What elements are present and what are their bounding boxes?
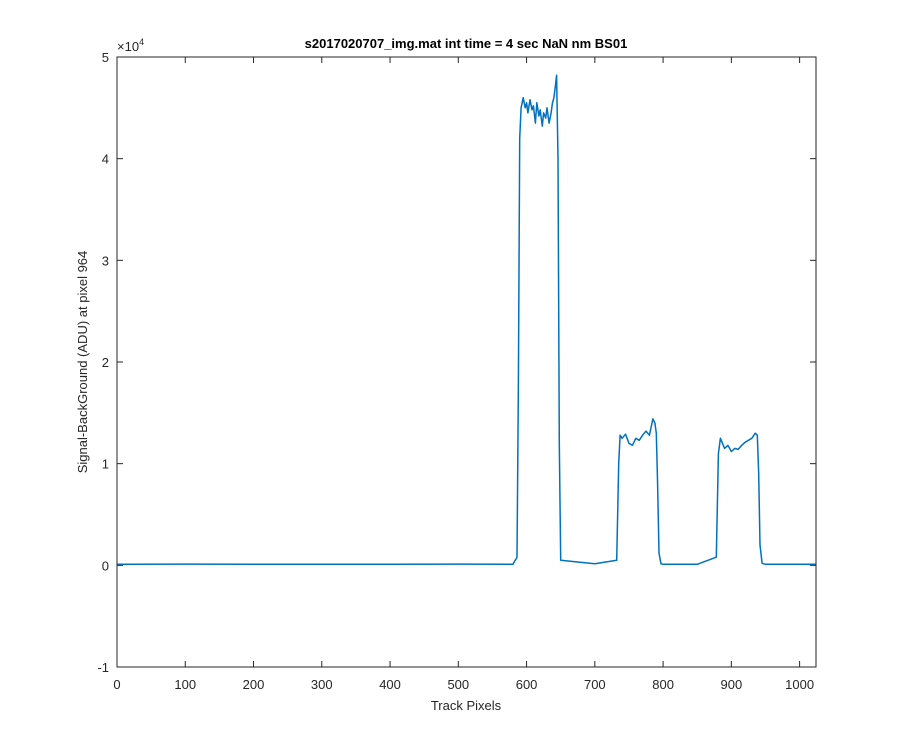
x-tick-label: 900 (721, 677, 743, 692)
x-tick-label: 600 (516, 677, 538, 692)
chart-title: s2017020707_img.mat int time = 4 sec NaN… (305, 36, 628, 51)
x-tick-label: 500 (447, 677, 469, 692)
x-tick-label: 300 (311, 677, 333, 692)
y-tick-label: -1 (97, 660, 109, 675)
x-tick-label: 1000 (785, 677, 814, 692)
x-axis-label: Track Pixels (431, 698, 502, 713)
y-tick-label: 5 (102, 50, 109, 65)
y-exponent-power: 4 (139, 37, 144, 47)
x-tick-label: 100 (174, 677, 196, 692)
series-line (116, 74, 816, 566)
y-tick-label: 2 (102, 355, 109, 370)
y-exponent-label: ×104 (117, 37, 144, 54)
x-tick-label: 400 (379, 677, 401, 692)
y-tick-label: 4 (102, 152, 109, 167)
y-tick-labels: -1 0 1 2 3 4 5 (97, 50, 109, 675)
plot-frame (116, 56, 817, 668)
x-tick-labels: 0 100 200 300 400 500 600 700 800 900 1000 (113, 677, 814, 692)
y-tick-label: 0 (102, 558, 109, 573)
x-tick-label: 700 (584, 677, 606, 692)
y-exponent-base: ×10 (117, 39, 139, 54)
x-tick-label: 0 (113, 677, 120, 692)
plot-area (117, 57, 816, 667)
y-axis-label: Signal-BackGround (ADU) at pixel 964 (75, 251, 90, 474)
x-tick-label: 800 (652, 677, 674, 692)
x-tick-label: 200 (243, 677, 265, 692)
y-tick-label: 1 (102, 457, 109, 472)
y-tick-label: 3 (102, 253, 109, 268)
